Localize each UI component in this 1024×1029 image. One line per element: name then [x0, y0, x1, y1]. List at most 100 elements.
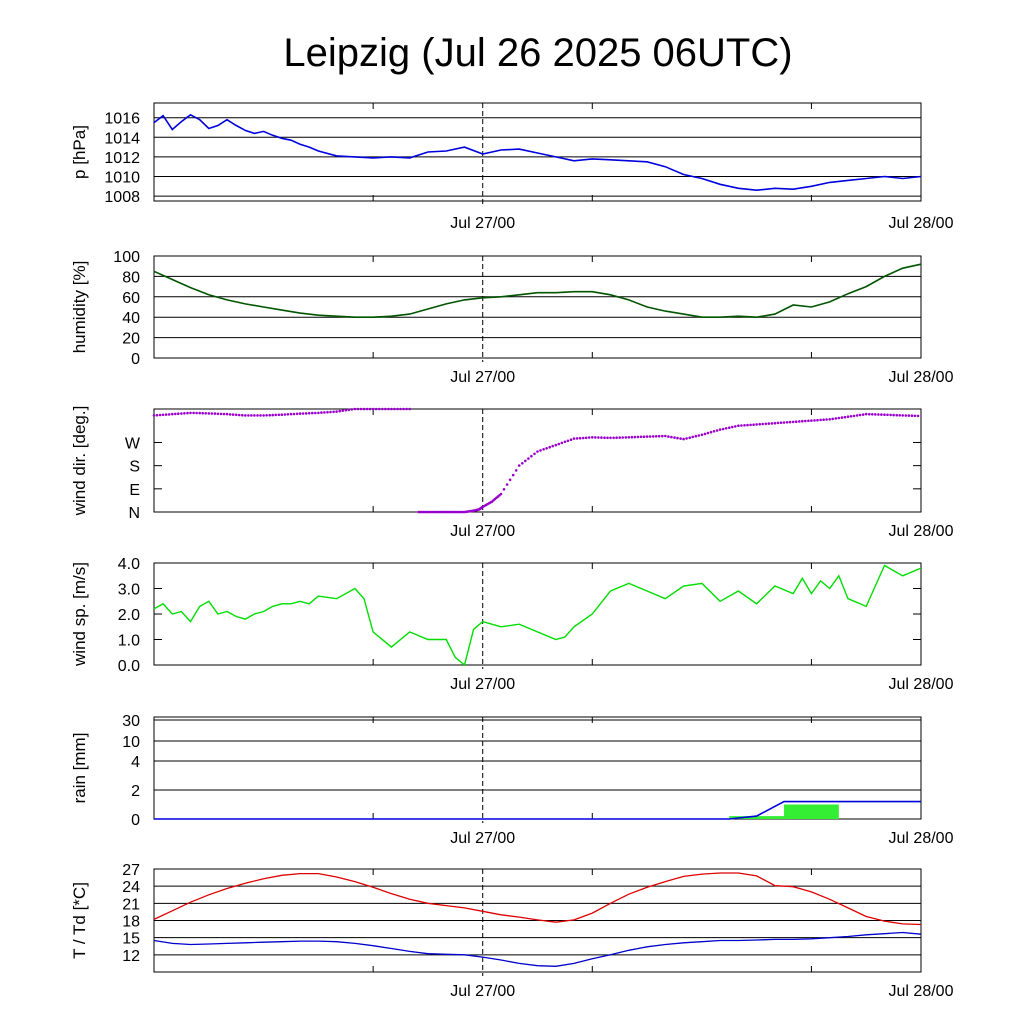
winddir-point: [791, 420, 795, 424]
windsp-xtick-label: Jul 28/00: [889, 676, 954, 693]
winddir-point: [910, 414, 914, 418]
winddir-point: [834, 417, 838, 420]
winddir-point: [359, 407, 363, 411]
winddir-point: [244, 414, 247, 417]
winddir-point: [898, 414, 901, 417]
winddir-point: [499, 492, 503, 496]
humidity-xtick-label: Jul 28/00: [889, 369, 954, 386]
rain-ytick-label: 10: [122, 734, 140, 751]
winddir-point: [798, 420, 801, 423]
winddir-point: [861, 413, 865, 416]
winddir-point: [274, 413, 278, 417]
winddir-point: [606, 436, 609, 440]
winddir-point: [390, 407, 393, 411]
winddir-point: [405, 407, 408, 411]
winddir-point: [536, 450, 539, 453]
pressure-ytick-label: 1008: [104, 189, 140, 206]
winddir-point: [752, 423, 755, 427]
winddir-point: [280, 413, 284, 417]
winddir-point: [265, 414, 268, 417]
winddir-point: [916, 414, 920, 418]
winddir-point: [618, 436, 621, 439]
rain-frame: [153, 716, 922, 820]
winddir-point: [527, 457, 530, 460]
winddir-point: [907, 414, 911, 417]
winddir-point: [764, 422, 768, 426]
winddir-point: [697, 434, 701, 437]
winddir-point: [801, 419, 804, 423]
winddir-point: [843, 415, 847, 419]
humidity-xtick-label: Jul 27/00: [450, 369, 515, 386]
winddir-point: [347, 408, 351, 412]
winddir-point: [195, 411, 198, 415]
winddir-point: [813, 419, 816, 422]
winddir-point: [743, 424, 746, 427]
winddir-point: [904, 414, 908, 417]
winddir-point: [183, 412, 186, 415]
rain-ytick-label: 30: [122, 713, 140, 730]
winddir-point: [268, 413, 272, 417]
winddir-point: [186, 411, 189, 415]
winddir-point: [213, 412, 217, 415]
temp-ytick-label: 18: [122, 914, 140, 931]
winddir-point: [551, 444, 554, 448]
winddir-point: [758, 422, 761, 426]
winddir-point: [575, 437, 579, 440]
winddir-point: [314, 411, 317, 415]
winddir-point: [393, 407, 396, 411]
windsp-axis-label: wind sp. [m/s]: [70, 562, 89, 667]
humidity-frame: [153, 255, 922, 359]
winddir-point: [706, 431, 710, 435]
dewpoint-line: [153, 931, 922, 967]
winddir-point: [597, 436, 600, 439]
winddir-point: [256, 414, 259, 417]
winddir-point: [161, 413, 165, 417]
winddir-point: [822, 418, 825, 422]
winddir-point: [807, 419, 810, 423]
windsp-ytick-label: 3.0: [118, 582, 140, 599]
winddir-point: [715, 429, 719, 432]
winddir-point: [810, 419, 813, 422]
temp-frame: [153, 868, 922, 973]
pressure-xtick-label: Jul 28/00: [889, 215, 954, 232]
winddir-point: [505, 483, 509, 486]
winddir-point: [384, 407, 387, 411]
pressure-axis-label: p [hPa]: [70, 125, 89, 179]
winddir-point: [849, 415, 853, 418]
winddir-point: [855, 414, 859, 417]
winddir-point: [167, 413, 171, 416]
winddir-point: [271, 413, 275, 417]
winddir-point: [521, 462, 524, 465]
windsp-frame: [153, 562, 922, 666]
winddir-point: [673, 436, 676, 439]
winddir-point: [688, 436, 691, 440]
winddir-point: [718, 428, 722, 431]
winddir-ytick-label: S: [129, 459, 140, 476]
winddir-point: [408, 407, 412, 411]
humidity-ytick-label: 100: [113, 249, 140, 266]
winddir-point: [511, 473, 515, 477]
rain-ytick-label: 0: [131, 812, 140, 829]
pressure-xtick-label: Jul 27/00: [450, 215, 515, 232]
winddir-point: [895, 413, 898, 417]
winddir-axis-label: wind dir. [deg.]: [70, 406, 89, 517]
winddir-point: [648, 435, 652, 438]
rain-ytick-label: 2: [131, 783, 140, 800]
winddir-point: [740, 424, 743, 427]
winddir-point: [609, 436, 612, 440]
winddir-point: [877, 413, 880, 416]
winddir-point: [901, 414, 904, 417]
winddir-point: [539, 449, 542, 452]
winddir-point: [734, 425, 737, 428]
winddir-point: [779, 421, 783, 425]
winddir-point: [335, 410, 338, 413]
winddir-point: [667, 435, 670, 438]
winddir-point: [685, 437, 688, 440]
winddir-point: [578, 436, 582, 440]
winddir-point: [241, 413, 244, 417]
winddir-point: [228, 413, 232, 416]
winddir-point: [362, 407, 366, 411]
winddir-point: [852, 414, 856, 418]
winddir-point: [721, 427, 725, 431]
winddir-point: [524, 459, 527, 463]
